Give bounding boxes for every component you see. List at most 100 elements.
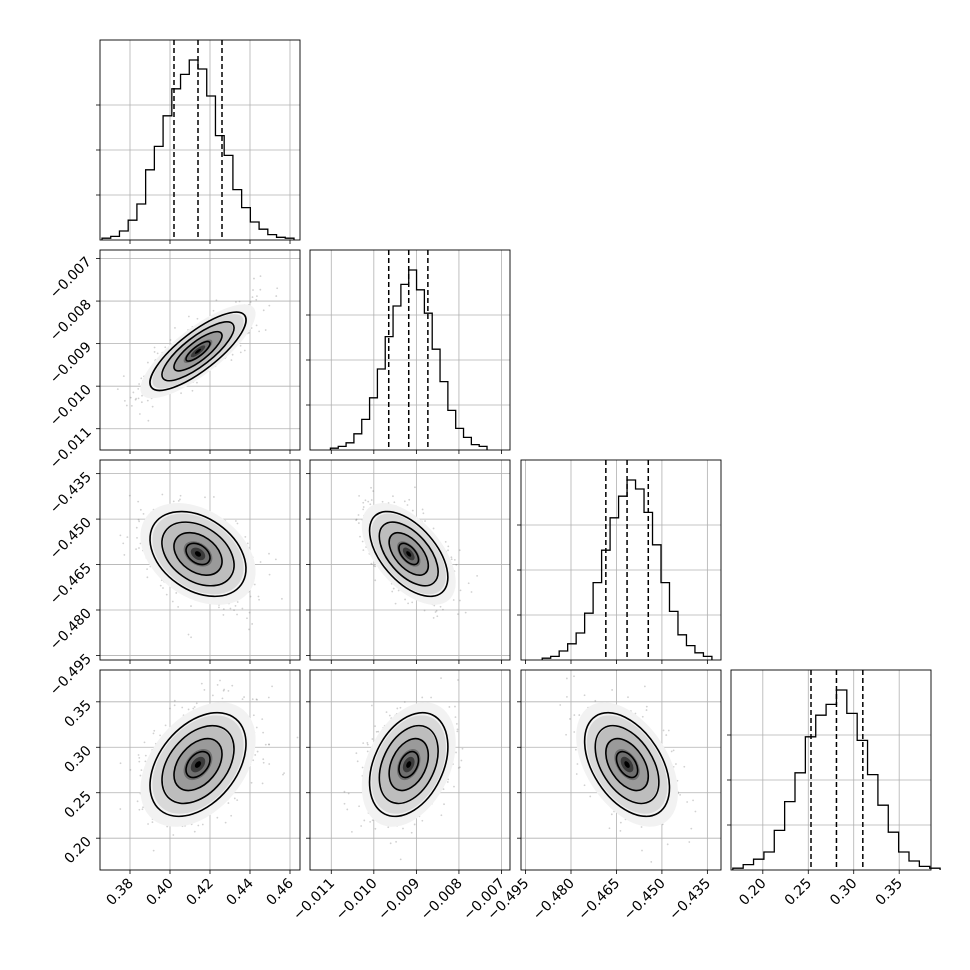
- scatter-point: [372, 490, 375, 492]
- scatter-point: [366, 750, 369, 753]
- contour-line: [173, 531, 223, 576]
- scatter-point: [444, 540, 447, 543]
- scatter-point: [392, 587, 395, 590]
- contour-line: [149, 311, 247, 392]
- scatter-point: [256, 750, 259, 753]
- scatter-point: [389, 842, 392, 845]
- scatter-point: [173, 699, 176, 702]
- scatter-point: [250, 327, 253, 329]
- scatter-point: [373, 564, 375, 567]
- scatter-point: [355, 518, 358, 521]
- scatter-point: [434, 611, 437, 613]
- y-tick-label: −0.465: [47, 560, 95, 608]
- scatter-point: [169, 707, 171, 710]
- y-tick-label: −0.480: [47, 606, 95, 654]
- scatter-point: [374, 565, 377, 568]
- contour-line: [185, 340, 211, 362]
- scatter-point: [258, 598, 260, 601]
- y-tick-label: −0.495: [47, 651, 95, 699]
- scatter-point: [138, 520, 141, 523]
- scatter-point: [403, 500, 406, 503]
- scatter-point: [452, 599, 455, 601]
- scatter-point: [248, 628, 250, 631]
- scatter-point: [442, 608, 444, 611]
- scatter-point: [367, 500, 370, 503]
- scatter-point: [144, 760, 147, 763]
- scatter-point: [239, 344, 242, 347]
- scatter-point: [224, 821, 227, 824]
- scatter-point: [236, 601, 239, 603]
- scatter-point: [196, 317, 199, 320]
- scatter-point: [234, 604, 237, 607]
- scatter-point: [411, 509, 414, 512]
- scatter-point: [366, 742, 369, 744]
- axes-frame: [99, 39, 301, 241]
- y-tick-label: 0.20: [61, 834, 94, 867]
- scatter-point: [227, 689, 230, 692]
- scatter-point: [667, 729, 670, 732]
- scatter-point: [432, 527, 435, 530]
- density-band: [406, 761, 412, 768]
- scatter-point: [268, 573, 271, 576]
- scatter-point: [255, 668, 257, 670]
- scatter-point: [414, 486, 416, 489]
- scatter-point: [252, 289, 254, 291]
- histogram-panel-0: [96, 39, 301, 244]
- scatter-point: [177, 499, 180, 502]
- scatter-point: [193, 830, 196, 833]
- scatter-point: [645, 705, 648, 708]
- scatter-point: [221, 697, 224, 700]
- scatter-point: [281, 597, 283, 600]
- scatter-point: [645, 709, 648, 711]
- scatter-point: [619, 821, 622, 824]
- axes-frame: [99, 459, 301, 661]
- scatter-point: [195, 702, 198, 705]
- scatter-point: [137, 754, 140, 756]
- density-band: [194, 348, 202, 354]
- scatter-point: [455, 751, 457, 754]
- scatter-point: [421, 696, 424, 699]
- scatter-point: [453, 785, 455, 788]
- scatter-point: [236, 522, 239, 525]
- scatter-point: [255, 298, 258, 301]
- scatter-point: [252, 759, 255, 762]
- scatter-point: [248, 611, 251, 614]
- scatter-point: [140, 401, 143, 404]
- scatter-point: [141, 394, 143, 397]
- scatter-point: [172, 834, 175, 836]
- scatter-point: [377, 730, 380, 733]
- scatter-point: [264, 743, 267, 746]
- scatter-point: [394, 602, 397, 605]
- scatter-point: [362, 508, 365, 511]
- scatter-point: [212, 309, 215, 312]
- scatter-point: [197, 824, 200, 827]
- scatter-point: [371, 819, 374, 822]
- scatter-point: [343, 790, 346, 793]
- scatter-point: [123, 554, 126, 556]
- scatter-point: [430, 696, 433, 699]
- scatter-point: [222, 614, 225, 616]
- scatter-point: [370, 499, 373, 501]
- scatter-point: [151, 821, 154, 824]
- scatter-point: [227, 802, 230, 804]
- scatter-point: [247, 331, 250, 334]
- scatter-point: [153, 346, 156, 349]
- scatter-point: [159, 734, 161, 737]
- scatter-point: [146, 361, 149, 364]
- scatter-point: [391, 590, 394, 593]
- scatter-point: [350, 831, 353, 833]
- x-tick-label: 0.38: [103, 876, 136, 909]
- scatter-point: [153, 351, 156, 353]
- scatter-point: [231, 684, 234, 687]
- scatter-point: [122, 375, 125, 378]
- scatter-point: [407, 602, 410, 605]
- scatter-panel-3-1: −0.011−0.010−0.009−0.008−0.007: [290, 669, 511, 923]
- scatter-point: [251, 296, 254, 299]
- scatter-point: [215, 299, 218, 302]
- scatter-point: [271, 685, 273, 688]
- scatter-point: [395, 840, 397, 843]
- scatter-point: [116, 388, 119, 391]
- scatter-point: [135, 526, 138, 529]
- scatter-point: [594, 699, 597, 702]
- scatter-point: [363, 819, 366, 822]
